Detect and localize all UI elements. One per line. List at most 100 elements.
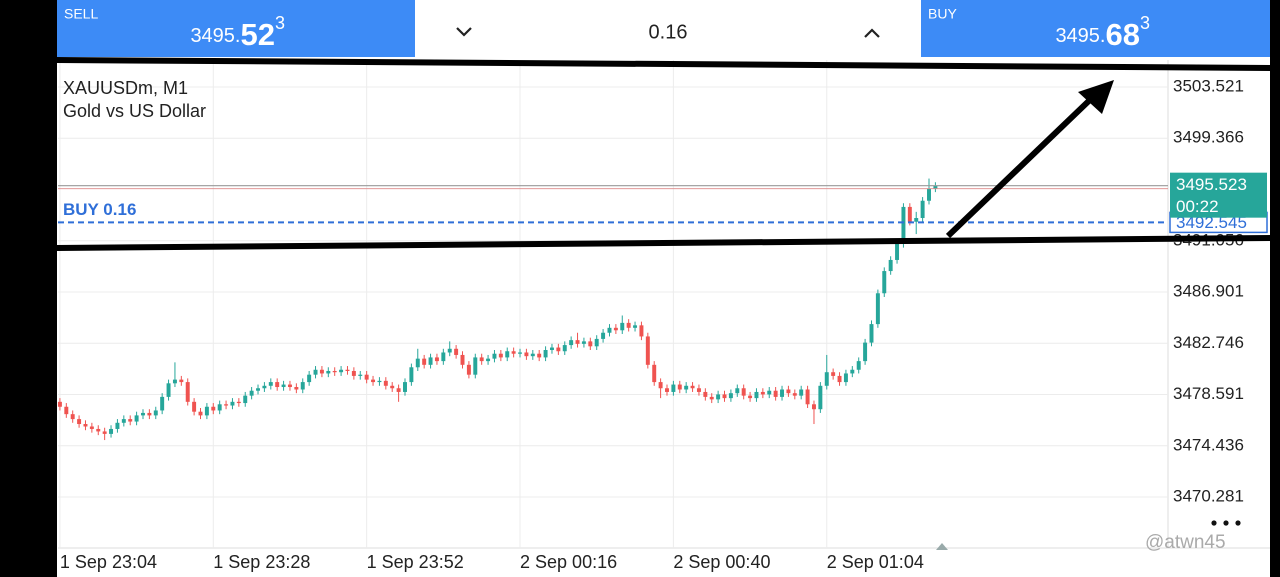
scroll-marker bbox=[936, 543, 948, 550]
sell-label: SELL bbox=[64, 6, 98, 22]
candle-body bbox=[549, 347, 554, 351]
candle-body bbox=[160, 396, 165, 411]
candle-body bbox=[505, 351, 510, 358]
candle-body bbox=[275, 382, 280, 388]
volume-increase[interactable] bbox=[864, 28, 880, 38]
candle-body bbox=[735, 388, 740, 394]
menu-dot[interactable] bbox=[1235, 520, 1241, 526]
candle-body bbox=[217, 404, 222, 411]
candle-body bbox=[927, 188, 931, 201]
menu-dot[interactable] bbox=[1211, 520, 1217, 526]
candle-body bbox=[537, 353, 542, 358]
candle-body bbox=[313, 369, 318, 375]
candle-body bbox=[179, 379, 184, 383]
candle-body bbox=[294, 387, 299, 390]
candle-body bbox=[530, 353, 535, 357]
candle-body bbox=[895, 243, 900, 260]
candle-body bbox=[856, 361, 861, 370]
candle-body bbox=[914, 218, 919, 222]
candle-body bbox=[754, 391, 759, 399]
candle-body bbox=[390, 385, 395, 389]
candle-body bbox=[447, 348, 452, 353]
volume-decrease[interactable] bbox=[456, 27, 472, 37]
candle-body bbox=[863, 342, 868, 362]
candle-body bbox=[224, 404, 229, 406]
candle-body bbox=[128, 419, 133, 422]
candle-body bbox=[268, 382, 273, 386]
candle-body bbox=[377, 380, 382, 383]
current-price-box bbox=[1170, 172, 1267, 218]
candle-body bbox=[786, 389, 791, 394]
candle-body bbox=[204, 406, 209, 416]
candle-body bbox=[837, 375, 842, 383]
current-price-label: 3495.523 bbox=[1176, 175, 1247, 194]
candle-body bbox=[236, 401, 241, 404]
candle-body bbox=[511, 351, 516, 354]
candle-body bbox=[569, 340, 574, 346]
candle-body bbox=[811, 404, 816, 410]
buy-price: 3495.683 bbox=[1055, 13, 1150, 52]
candle-body bbox=[473, 357, 478, 375]
candle-body bbox=[249, 390, 254, 396]
candle-body bbox=[134, 415, 139, 422]
candle-body bbox=[153, 410, 158, 416]
x-tick-label: 2 Sep 00:40 bbox=[673, 552, 770, 572]
candle-body bbox=[901, 206, 906, 244]
candle-body bbox=[460, 354, 465, 365]
x-tick-label: 2 Sep 00:16 bbox=[520, 552, 617, 572]
annotation-arrow bbox=[945, 93, 1097, 239]
candle-body bbox=[486, 358, 491, 362]
candle-body bbox=[633, 325, 638, 328]
sell-button[interactable] bbox=[57, 0, 415, 57]
sell-price-big: 52 bbox=[241, 17, 275, 52]
candle-body bbox=[677, 384, 682, 390]
candle-body bbox=[601, 332, 606, 339]
candle-body bbox=[760, 391, 765, 395]
volume-value[interactable]: 0.16 bbox=[649, 21, 688, 43]
candle-body bbox=[773, 390, 778, 397]
candle-body bbox=[147, 412, 152, 416]
candle-body bbox=[716, 394, 721, 400]
bar-timer: 00:22 bbox=[1176, 197, 1219, 216]
candle-body bbox=[652, 364, 657, 383]
sell-price: 3495.523 bbox=[190, 13, 285, 52]
candle-body bbox=[741, 388, 746, 396]
buy-button[interactable] bbox=[921, 0, 1270, 57]
candle-body bbox=[492, 353, 497, 359]
candle-body bbox=[70, 414, 75, 420]
chart-subtitle: Gold vs US Dollar bbox=[63, 101, 206, 121]
volume-box bbox=[415, 0, 921, 57]
candle-body bbox=[466, 364, 471, 375]
candle-body bbox=[409, 367, 414, 383]
y-tick-label: 3482.746 bbox=[1173, 333, 1244, 352]
candle-body bbox=[345, 369, 350, 371]
candle-body bbox=[690, 385, 695, 389]
candle-body bbox=[89, 426, 94, 429]
y-tick-label: 3499.366 bbox=[1173, 128, 1244, 147]
menu-dot[interactable] bbox=[1223, 520, 1229, 526]
candle-body bbox=[109, 428, 114, 434]
candle-body bbox=[351, 370, 356, 376]
candle-body bbox=[869, 324, 874, 343]
candle-body bbox=[607, 327, 612, 333]
x-tick-label: 1 Sep 23:28 bbox=[213, 552, 310, 572]
candle-body bbox=[300, 382, 305, 390]
x-tick-label: 2 Sep 01:04 bbox=[827, 552, 924, 572]
candle-body bbox=[799, 389, 804, 396]
candle-body bbox=[64, 406, 69, 415]
candle-body bbox=[102, 431, 107, 434]
candle-body bbox=[824, 372, 829, 386]
candle-body bbox=[364, 374, 369, 380]
annotation-line bbox=[55, 57, 1273, 71]
candle-body bbox=[645, 336, 650, 365]
candle-body bbox=[671, 384, 676, 392]
candle-body bbox=[843, 373, 848, 383]
candle-body bbox=[422, 358, 427, 365]
candle-body bbox=[933, 185, 938, 189]
candle-body bbox=[543, 350, 548, 358]
candle-body bbox=[281, 384, 286, 388]
candle-body bbox=[626, 322, 631, 328]
buy-price-lead: 3495. bbox=[1055, 25, 1105, 47]
